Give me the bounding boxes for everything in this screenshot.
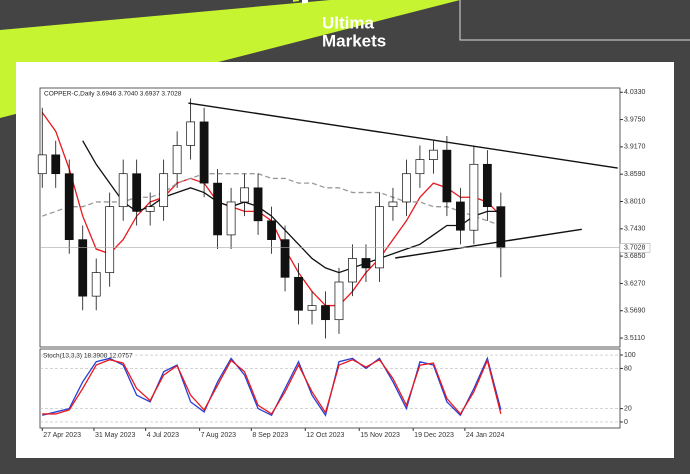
candle-body [51, 154, 61, 175]
candle-body [78, 239, 88, 297]
y-tick-label: 3.8590 [624, 171, 646, 178]
candle-body [199, 121, 209, 184]
brand: Markets [322, 31, 386, 50]
candle-body [186, 121, 196, 146]
indicator-title: Stoch(13,3,3) 18.3908 12.0757 [43, 353, 133, 360]
x-tick-label: 24 Jan 2024 [466, 432, 505, 439]
stoch-pane [39, 348, 621, 429]
candle-body [118, 173, 128, 208]
x-tick-label: 7 Aug 2023 [201, 432, 237, 439]
logo-mark [293, 0, 299, 2]
candle-body [267, 220, 276, 240]
y-tick-label: 3.8010 [624, 198, 646, 205]
candle-body [294, 276, 303, 311]
series-line [82, 140, 501, 274]
candle-body [132, 173, 142, 212]
price-pane [39, 87, 621, 348]
candle-body [226, 201, 236, 236]
candle-body [415, 159, 425, 175]
candle-body [469, 163, 479, 231]
y-tick-label: 3.6270 [624, 280, 646, 287]
candle-body [455, 201, 465, 231]
x-tick-label: 8 Sep 2023 [252, 432, 288, 439]
price-box [619, 242, 651, 253]
candle-body [253, 187, 263, 222]
x-tick-label: 4 Jul 2023 [147, 432, 179, 439]
candle-body [213, 182, 222, 236]
candle-body [240, 187, 249, 203]
y-tick-label: 3.5110 [624, 335, 645, 342]
y-tick-label: 3.9170 [624, 144, 646, 151]
x-tick-label: 31 May 2023 [95, 432, 136, 439]
price-label: 3.7028 [624, 245, 646, 252]
trendline [395, 228, 582, 259]
candle-body [280, 239, 290, 278]
x-tick-label: 19 Dec 2023 [414, 432, 454, 439]
x-tick-label: 27 Apr 2023 [43, 432, 81, 439]
brand: Ultima [322, 13, 375, 32]
trendline [188, 102, 618, 169]
decor-line [459, 0, 690, 41]
y-tick-label: 20 [624, 405, 632, 412]
series-line [42, 356, 502, 417]
y-tick-label: 3.9750 [624, 116, 646, 123]
candle-body [348, 258, 357, 283]
candle-body [429, 149, 438, 160]
candle-body [105, 206, 115, 273]
y-tick-label: 80 [624, 365, 632, 372]
candle-body [482, 163, 492, 208]
candle-body [145, 206, 155, 212]
candle-body [321, 305, 330, 321]
x-tick-label: 15 Nov 2023 [360, 432, 400, 439]
card [16, 62, 674, 458]
y-tick-label: 3.5690 [624, 308, 646, 315]
y-tick-label: 0 [624, 419, 628, 426]
candle-body [159, 173, 169, 208]
x-tick-label: 12 Oct 2023 [306, 432, 344, 439]
candle-body [388, 201, 398, 208]
y-tick-label: 100 [624, 352, 636, 359]
candle-body [64, 173, 74, 240]
chart-title: COPPER-C,Daily 3.6946 3.7040 3.6937 3.70… [44, 91, 182, 98]
candle-body [91, 272, 101, 297]
candle-body [402, 173, 411, 203]
candle-body [334, 281, 344, 321]
candle-body [37, 154, 47, 175]
candle-body [361, 258, 371, 269]
candle-body [442, 149, 452, 203]
series-line [42, 358, 502, 416]
y-tick-label: 3.6850 [624, 253, 646, 260]
y-tick-label: 4.0330 [624, 89, 646, 96]
candle-body [172, 145, 182, 175]
candle-body [307, 305, 317, 311]
candle-body [375, 206, 384, 269]
y-tick-label: 3.7430 [624, 226, 646, 233]
series-line [42, 173, 502, 227]
